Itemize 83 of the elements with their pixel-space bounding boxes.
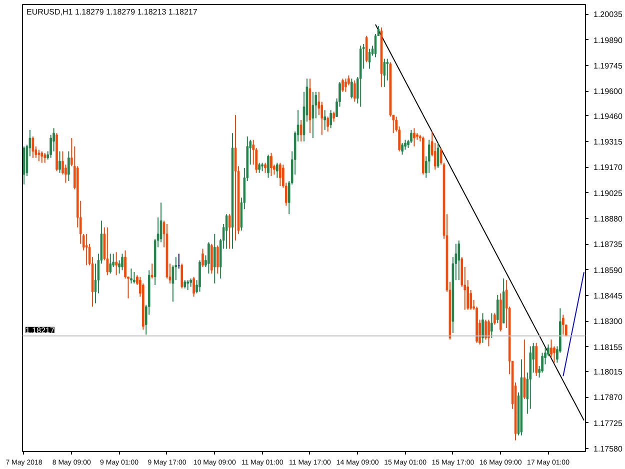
candlestick [121, 253, 124, 271]
candlestick [276, 162, 278, 178]
candlestick [40, 150, 44, 164]
candlestick [213, 233, 216, 284]
candlestick [225, 214, 228, 250]
candlestick [68, 150, 70, 182]
candlestick [494, 312, 496, 326]
candlestick [368, 48, 371, 70]
y-tick-label: 1.19600 [594, 87, 623, 96]
candlestick [404, 139, 406, 150]
y-tick-label: 1.19170 [594, 163, 623, 172]
ref-line-label: 1.18217 [26, 326, 55, 335]
candlestick [482, 312, 484, 344]
candlestick [342, 78, 344, 92]
candlestick [267, 154, 270, 178]
line-series [374, 24, 585, 421]
candlestick [124, 250, 126, 279]
candlestick [38, 149, 40, 162]
candlestick [312, 91, 314, 139]
candlestick [85, 233, 88, 266]
candlestick [541, 352, 544, 374]
line-series [562, 272, 585, 377]
candlestick [109, 253, 112, 274]
y-tick-label: 1.19460 [594, 112, 623, 121]
candlestick [562, 314, 564, 336]
candlestick [258, 162, 260, 174]
candlestick [458, 240, 460, 281]
candlestick [550, 339, 552, 358]
candlestick [216, 244, 219, 274]
candlestick [330, 110, 332, 129]
candlestick [44, 152, 46, 164]
candlestick [58, 150, 61, 174]
candlestick [118, 260, 120, 274]
candlestick [436, 142, 440, 168]
y-tick-label: 1.17725 [594, 418, 623, 428]
candlestick [353, 80, 356, 102]
y-tick-label: 1.20035 [594, 10, 623, 20]
candlestick [192, 276, 195, 298]
candlestick [186, 280, 189, 290]
candlestick [383, 58, 386, 88]
candlestick [133, 271, 136, 284]
candlestick [180, 263, 184, 289]
candlestick [332, 111, 335, 122]
y-tick-label: 1.19890 [594, 36, 623, 45]
candlestick [488, 319, 490, 347]
candlestick [279, 162, 282, 186]
candlestick [202, 248, 204, 268]
y-tick-label: 1.18735 [594, 240, 623, 250]
y-tick-label: 1.18300 [594, 317, 623, 326]
y-tick-label: 1.19315 [594, 138, 623, 147]
candlestick [523, 339, 526, 400]
candlestick [270, 152, 272, 177]
y-tick-label: 1.17870 [594, 393, 623, 402]
y-tick-label: 1.17580 [594, 444, 623, 454]
y-tick-label: 1.19745 [594, 62, 623, 71]
candlestick [386, 58, 389, 81]
y-tick-label: 1.19025 [594, 188, 623, 198]
candlestick [484, 319, 487, 340]
candlestick [130, 268, 132, 284]
candlestick [365, 35, 368, 63]
candlestick [326, 116, 329, 132]
y-tick-label: 1.18155 [594, 342, 623, 352]
candlestick [106, 226, 109, 276]
candlestick [344, 78, 347, 92]
candlestick [350, 78, 353, 99]
candlestick [496, 294, 499, 324]
candlestick [208, 242, 210, 274]
y-tick-label: 1.18590 [594, 266, 623, 275]
candlestick [32, 136, 34, 158]
candlestick [413, 128, 416, 147]
y-tick-label: 1.18880 [594, 214, 623, 224]
candlestick [553, 346, 556, 364]
candlestick [115, 252, 118, 276]
y-tick-label: 1.18445 [594, 291, 623, 300]
candlestick [490, 312, 493, 338]
candlestick [410, 129, 412, 144]
chart-title: EURUSD,H1 1.18279 1.18279 1.18213 1.18217 [26, 8, 198, 16]
y-tick-label: 1.18015 [594, 368, 623, 377]
candlestick [470, 290, 472, 310]
candlestick [324, 110, 326, 130]
candlestick [150, 263, 154, 279]
candlestick [264, 162, 266, 174]
candlestick [401, 142, 404, 156]
